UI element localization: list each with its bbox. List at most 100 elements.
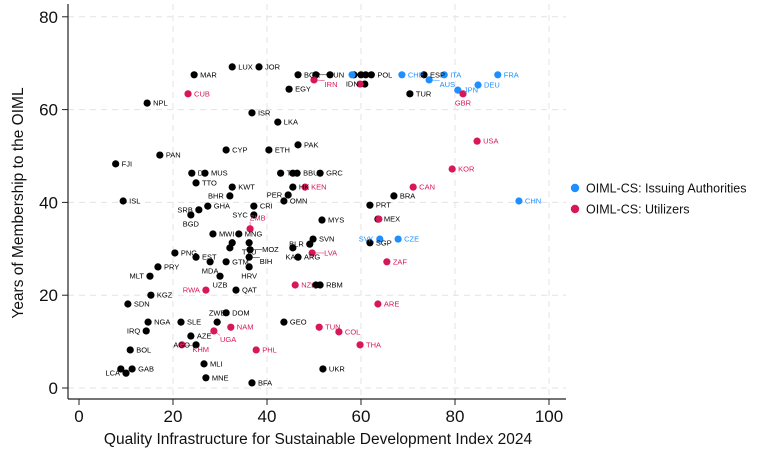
point-label: SVK [359, 235, 374, 244]
point-label: EST [202, 253, 217, 262]
point-label: MUS [211, 169, 228, 178]
data-point [356, 341, 364, 349]
point-label: TTO [202, 178, 217, 187]
point-label: MOZ [262, 245, 279, 254]
point-label: FJI [122, 159, 132, 168]
point-label: DOM [232, 308, 250, 317]
data-point [367, 71, 375, 79]
data-point [308, 249, 316, 257]
data-point [362, 71, 370, 79]
data-point [245, 263, 253, 271]
data-point [184, 90, 192, 98]
data-point [316, 281, 324, 289]
point-label: JPN [464, 86, 478, 95]
data-point [306, 240, 314, 248]
data-point [294, 253, 302, 261]
x-tick-label: 20 [164, 407, 183, 426]
data-point [117, 365, 125, 373]
x-tick-label: 80 [446, 407, 465, 426]
point-label: POL [377, 70, 392, 79]
point-label: PRY [164, 262, 179, 271]
point-label: GRC [326, 169, 343, 178]
data-point [293, 169, 301, 177]
data-point [255, 63, 263, 71]
point-label: ARG [304, 253, 320, 262]
point-label: CZE [404, 235, 419, 244]
data-point [222, 258, 230, 266]
data-point [126, 346, 134, 354]
data-point [374, 300, 382, 308]
point-label: MNE [212, 373, 229, 382]
point-label: ETH [275, 145, 290, 154]
data-point [187, 211, 195, 219]
point-label: KGZ [157, 291, 173, 300]
point-label: BGR [304, 70, 321, 79]
data-point [280, 318, 288, 326]
point-label: UGA [220, 335, 236, 344]
data-point [195, 206, 203, 214]
point-label: BOL [136, 345, 151, 354]
point-label: CUB [194, 89, 210, 98]
data-point [383, 258, 391, 266]
point-label: KOR [458, 164, 475, 173]
point-label: NZL [301, 280, 315, 289]
point-label: NGA [154, 318, 170, 327]
data-point [252, 346, 260, 354]
point-label: FRA [504, 70, 519, 79]
point-label: AGO [173, 340, 190, 349]
point-label: NPL [153, 99, 168, 108]
point-label: GBR [455, 98, 472, 107]
point-label: MLT [130, 272, 145, 281]
data-point [245, 253, 253, 261]
data-point [366, 201, 374, 209]
point-label: UZB [213, 281, 228, 290]
point-label: PER [267, 190, 283, 199]
point-label: SGP [376, 238, 392, 247]
data-point [228, 63, 236, 71]
point-label: LUX [238, 62, 253, 71]
data-point [425, 76, 433, 84]
data-point [226, 244, 234, 252]
data-point [245, 239, 253, 247]
point-label: SLE [187, 318, 201, 327]
data-point [250, 202, 258, 210]
data-point [188, 169, 196, 177]
point-label: KEN [311, 183, 326, 192]
data-point [227, 323, 235, 331]
point-label: PAK [304, 140, 318, 149]
point-label: MNG [245, 229, 263, 238]
data-point [284, 191, 292, 199]
x-tick-label: 40 [258, 407, 277, 426]
data-point [154, 263, 162, 271]
point-label: RBM [326, 280, 343, 289]
data-point [356, 80, 364, 88]
point-label: IDN [346, 80, 359, 89]
data-point [409, 183, 417, 191]
data-point [310, 76, 318, 84]
data-point [147, 291, 155, 299]
data-point [420, 71, 428, 79]
point-label: ITA [450, 70, 461, 79]
data-point [177, 318, 185, 326]
data-point [390, 192, 398, 200]
point-label: LKA [284, 118, 298, 127]
point-label: KWT [238, 183, 255, 192]
data-point [222, 146, 230, 154]
data-point [348, 71, 356, 79]
legend-label: OIML-CS: Issuing Authorities [586, 182, 746, 196]
y-axis-title: Years of Membership to the OIML [10, 87, 27, 319]
data-point [246, 246, 254, 254]
data-point [201, 169, 209, 177]
point-label: OMN [290, 197, 308, 206]
data-point [124, 300, 132, 308]
point-labels: LUX JOR MAR BGR HUN POL ESP EGY TUR IDN NPL ISR LKA P… [105, 62, 541, 387]
point-label: SRB [177, 205, 192, 214]
point-label: GTM [232, 257, 249, 266]
point-label: CHN [525, 197, 541, 206]
point-label: AUS [440, 80, 455, 89]
legend-label: OIML-CS: Utilizers [586, 203, 689, 217]
legend-marker [570, 204, 580, 214]
data-point [375, 215, 383, 223]
data-point [335, 328, 343, 336]
